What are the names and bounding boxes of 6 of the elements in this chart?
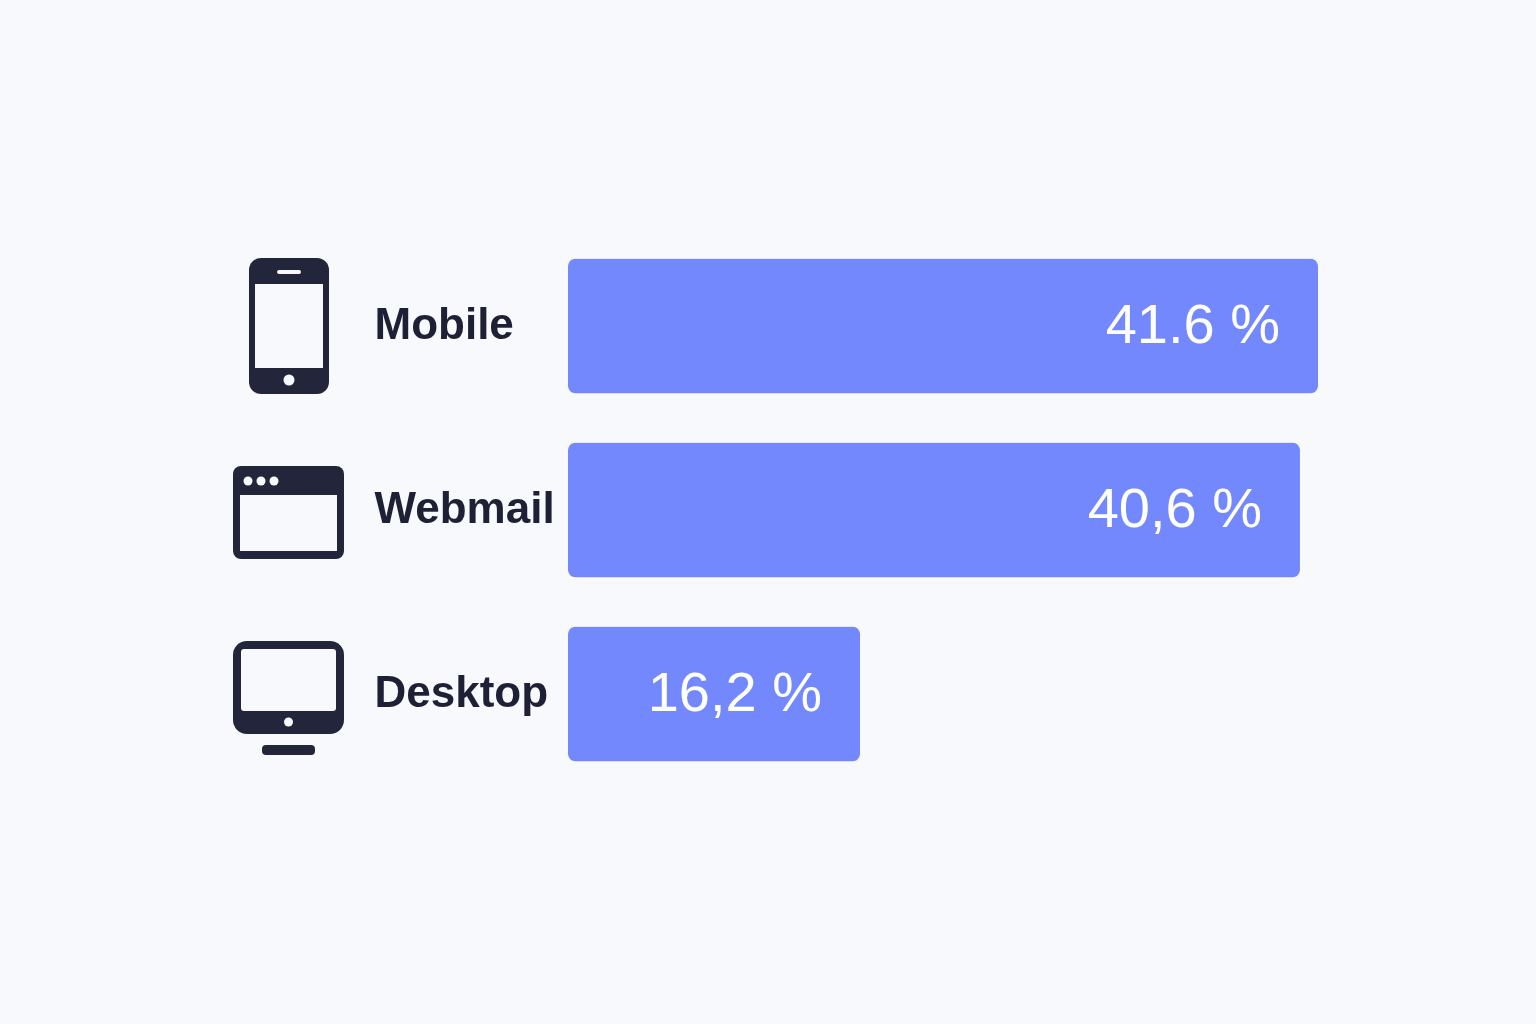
data-label: 40,6 % — [1087, 476, 1262, 539]
y-tick-label: Desktop — [374, 667, 549, 716]
data-label: 16,2 % — [647, 660, 823, 723]
y-tick-label: Webmail — [374, 483, 555, 532]
data-label: 41.6 % — [1105, 292, 1280, 355]
y-tick-label: Mobile — [374, 299, 514, 348]
